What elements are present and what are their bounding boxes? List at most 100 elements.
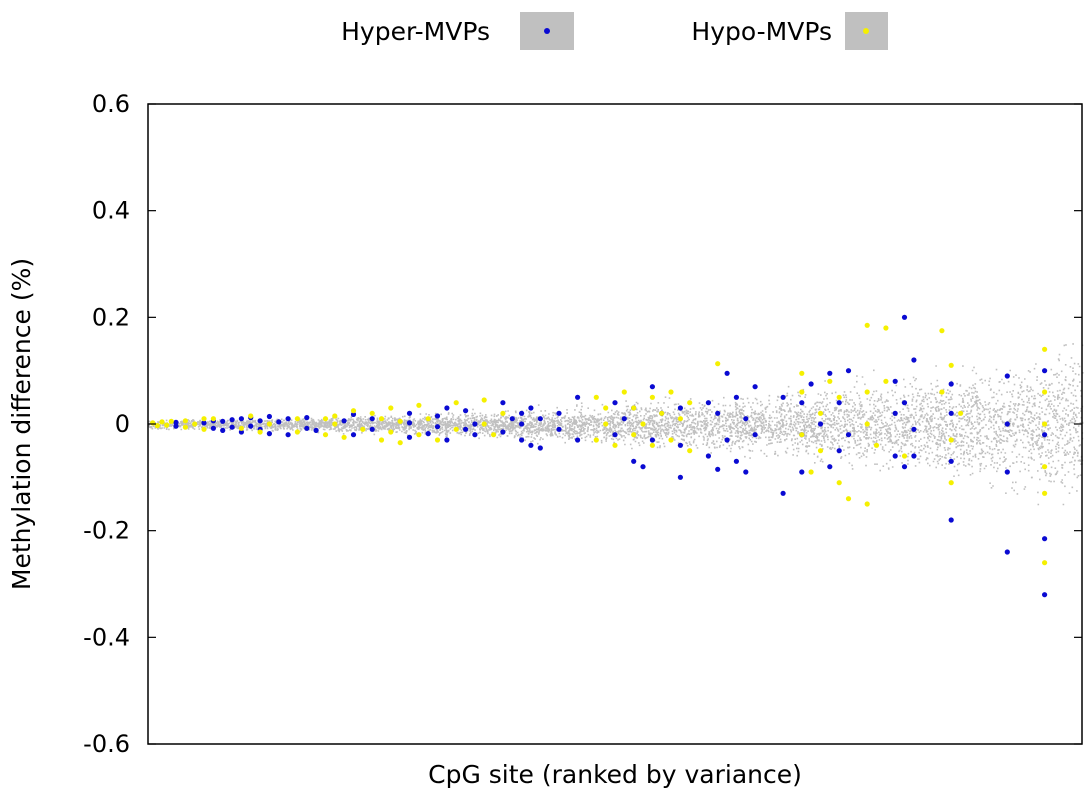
hypo-mvp-point (687, 400, 693, 406)
hypo-mvp-point (192, 421, 198, 427)
hyper-mvp-point (1004, 421, 1010, 427)
hyper-mvp-point (229, 424, 235, 430)
hypo-mvp-point (827, 378, 833, 384)
hypo-mvp-point (350, 408, 357, 414)
hypo-mvp-point (948, 480, 954, 486)
hyper-mvp-point (845, 368, 852, 374)
hypo-mvp-point (677, 416, 684, 422)
hyper-mvp-point (444, 437, 450, 443)
hyper-mvp-point (201, 420, 207, 426)
hyper-mvp-point (948, 517, 954, 523)
hypo-mvp-point (883, 378, 889, 384)
hypo-mvp-point (378, 437, 385, 443)
hypo-mvp-point (1042, 421, 1048, 427)
hypo-mvp-point (322, 416, 329, 422)
hyper-mvp-point (911, 357, 917, 363)
hyper-mvp-point (248, 423, 254, 429)
hypo-mvp-point (416, 432, 422, 438)
hypo-mvp-point (266, 421, 272, 427)
hypo-mvp-point (294, 416, 300, 422)
hypo-mvp-point (294, 429, 300, 435)
hyper-mvp-point (304, 425, 310, 431)
hypo-mvp-point (1042, 464, 1048, 470)
hyper-mvp-point (350, 411, 357, 417)
y-tick-label: 0.4 (92, 197, 130, 225)
hypo-mvp-point (182, 418, 188, 424)
hypo-mvp-point (1042, 490, 1048, 496)
y-tick-label: 0.2 (92, 303, 130, 331)
hyper-mvp-point (640, 464, 646, 470)
hypo-mvp-point (631, 405, 637, 411)
hypo-mvp-point (817, 448, 824, 454)
hyper-mvp-point (612, 432, 618, 438)
hypo-mvp-point (593, 437, 599, 443)
hypo-mvp-point (1042, 389, 1048, 395)
hyper-mvp-point (911, 453, 917, 459)
hyper-mvp-point (845, 432, 852, 438)
x-axis-label: CpG site (ranked by variance) (428, 760, 802, 789)
hypo-mvp-point (388, 429, 394, 435)
hypo-mvp-point (864, 421, 870, 427)
hyper-mvp-point (304, 415, 310, 421)
hyper-mvp-point (434, 413, 441, 419)
hypo-mvp-point (341, 434, 347, 440)
hyper-mvp-point (519, 421, 525, 427)
hyper-mvp-point (752, 384, 758, 390)
hyper-mvp-point (901, 400, 908, 406)
hyper-mvp-point (537, 416, 543, 422)
hyper-mvp-point (220, 418, 226, 424)
hyper-mvp-point (715, 466, 721, 472)
hyper-mvp-point (677, 474, 684, 480)
hyper-mvp-point (556, 426, 562, 432)
hyper-mvp-point (649, 437, 656, 443)
hyper-mvp-point (463, 408, 469, 414)
hypo-mvp-point (958, 410, 964, 416)
hypo-mvp-point (864, 322, 870, 328)
hyper-mvp-point (827, 370, 833, 376)
hypo-mvp-point (1042, 560, 1048, 566)
hypo-mvp-point (873, 442, 880, 448)
hypo-mvp-point (210, 416, 216, 422)
hyper-mvp-point (519, 410, 525, 416)
hypo-mvp-point (948, 362, 954, 368)
hyper-mvp-point (901, 464, 908, 470)
hyper-mvp-point (472, 421, 478, 427)
hyper-mvp-point (350, 432, 357, 438)
hyper-mvp-point (369, 426, 375, 432)
hypo-mvp-point (164, 422, 170, 428)
hypo-mvp-point (453, 400, 459, 406)
hyper-mvp-point (406, 434, 413, 440)
hyper-mvp-point (472, 432, 478, 438)
hypo-mvp-point (612, 442, 618, 448)
hypo-mvp-point (883, 325, 889, 331)
hypo-mvp-point (799, 370, 805, 376)
hyper-mvp-point (341, 418, 347, 424)
hypo-mvp-point (799, 432, 805, 438)
hypo-mvp-point (603, 405, 609, 411)
hypo-mvp-point (593, 394, 599, 400)
hyper-mvp-point (649, 384, 656, 390)
hyper-mvp-point (948, 381, 954, 387)
hyper-mvp-point (266, 413, 272, 420)
hypo-mvp-point (640, 421, 646, 427)
hyper-mvp-point (285, 432, 291, 438)
hyper-mvp-point (733, 394, 740, 400)
hypo-mvp-point (1042, 346, 1048, 352)
hyper-mvp-point (677, 405, 684, 411)
hypo-mvp-point (332, 421, 338, 427)
hypo-mvp-point (425, 416, 431, 422)
hyper-mvp-point (220, 427, 226, 433)
hypo-mvp-point (864, 389, 870, 395)
hypo-mvp-point (168, 418, 174, 424)
hyper-mvp-point (463, 426, 469, 432)
hyper-mvp-point (266, 431, 272, 437)
y-tick-label: 0.6 (92, 90, 130, 118)
hypo-mvp-point (481, 421, 487, 427)
hyper-mvp-point (528, 405, 534, 411)
legend-label-hyper: Hyper-MVPs (341, 17, 490, 46)
hyper-mvp-point (425, 431, 431, 437)
hypo-mvp-point (388, 405, 394, 411)
hyper-mvp-point (892, 378, 898, 384)
hyper-mvp-point (1042, 368, 1048, 374)
